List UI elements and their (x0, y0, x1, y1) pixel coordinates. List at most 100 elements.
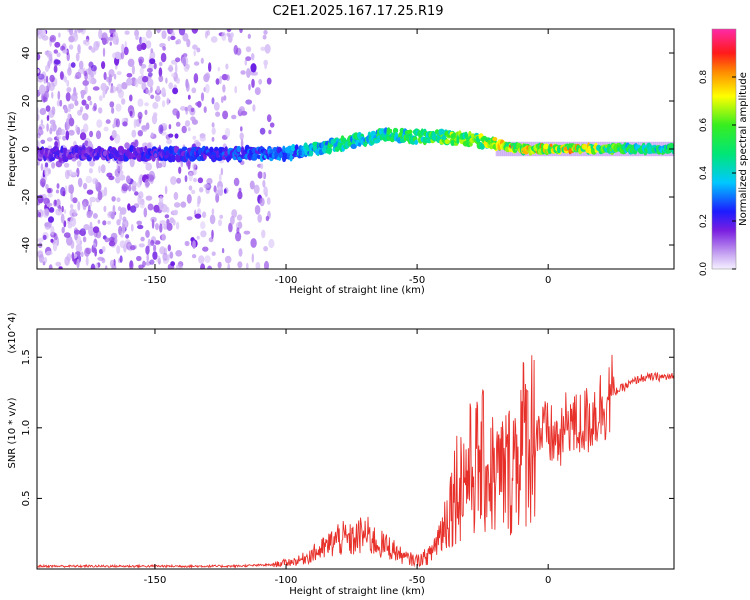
heatmap-noise-cell (184, 120, 191, 127)
heatmap-noise-cell (104, 265, 108, 269)
heatmap-noise-cell (192, 135, 197, 140)
heatmap-noise-cell (37, 53, 41, 61)
heatmap-noise-cell (178, 29, 186, 36)
heatmap-noise-cell (175, 264, 179, 269)
heatmap-noise-cell (150, 132, 154, 138)
heatmap-noise-cell (116, 71, 122, 76)
heatmap-noise-cell (233, 177, 240, 187)
heatmap-noise-cell (73, 229, 81, 235)
heatmap-noise-cell (95, 262, 99, 269)
heatmap-noise-cell (234, 85, 238, 94)
heatmap-noise-cell (68, 117, 75, 127)
heatmap-noise-cell (244, 59, 248, 66)
heatmap-noise-cell (185, 78, 189, 89)
heatmap-noise-cell (237, 191, 243, 200)
heatmap-noise-cell (255, 261, 261, 269)
heatmap-noise-cell (129, 205, 137, 213)
heatmap-noise-cell (168, 64, 174, 73)
heatmap-noise-cell (239, 132, 244, 141)
heatmap-ridge-cell (148, 148, 152, 157)
heatmap-noise-cell (39, 129, 44, 135)
heatmap-noise-cell (211, 229, 214, 239)
heatmap-noise-cell (123, 46, 129, 56)
snr-x-tick-label: -50 (409, 575, 425, 586)
heatmap-noise-cell (79, 240, 83, 246)
colorbar-tick-label: 0.8 (699, 70, 709, 85)
heatmap-noise-cell (53, 59, 61, 65)
heatmap-noise-cell (109, 101, 115, 108)
heatmap-noise-cell (92, 226, 100, 234)
heatmap-noise-cell (258, 78, 263, 85)
heatmap-noise-cell (154, 94, 161, 102)
heatmap-noise-cell (197, 177, 204, 184)
heatmap-noise-cell (221, 31, 227, 41)
heatmap-noise-cell (66, 52, 70, 62)
heatmap-noise-cell (261, 172, 265, 179)
heatmap-noise-cell (83, 182, 88, 190)
heatmap-noise-cell (249, 180, 255, 190)
heatmap-noise-cell (265, 215, 270, 222)
heatmap-noise-cell (47, 192, 53, 198)
heatmap-noise-cell (55, 261, 62, 267)
heatmap-noise-cell (77, 177, 83, 188)
snr-x-ticks: -150 -100 -50 0 (144, 329, 551, 586)
heatmap-noise-cell (211, 208, 215, 216)
heatmap-noise-cell (254, 205, 261, 215)
heatmap-noise-cell (161, 87, 166, 98)
heatmap-noise-cell (166, 138, 173, 145)
heatmap-noise-cell (228, 222, 233, 233)
heatmap-noise-cell (187, 94, 191, 100)
heatmap-noise-cell (129, 157, 135, 168)
heatmap-noise-cell (111, 129, 117, 139)
heatmap-noise-cell (145, 245, 150, 255)
heatmap-noise-cell (197, 195, 201, 205)
snr-line-layer (37, 354, 674, 569)
heatmap-noise-cell (184, 175, 188, 183)
heatmap-noise-cell (83, 70, 88, 77)
heatmap-noise-cell (42, 261, 46, 266)
heatmap-noise-cell (82, 236, 87, 243)
heatmap-noise-cell (89, 196, 97, 203)
heatmap-noise-cell (250, 63, 257, 73)
heatmap-noise-cell (246, 68, 251, 78)
heatmap-noise-cell (170, 176, 177, 185)
heatmap-noise-cell (80, 128, 86, 134)
heatmap-noise-cell (225, 74, 230, 81)
heatmap-noise-cell (116, 197, 121, 203)
heatmap-noise-cell (167, 254, 170, 261)
heatmap-noise-cell (101, 246, 106, 253)
heatmap-noise-cell (175, 121, 181, 127)
heatmap-noise-cell (145, 89, 149, 94)
heatmap-noise-cell (141, 82, 147, 91)
heatmap-ridge-cell (236, 145, 242, 153)
heatmap-noise-cell (156, 85, 161, 94)
heatmap-noise-cell (104, 237, 110, 243)
heatmap-noise-cell (72, 91, 78, 97)
heatmap-ridge-cell (350, 143, 357, 149)
heatmap-noise-cell (204, 30, 208, 39)
heatmap-noise-cell (133, 118, 137, 129)
heatmap-noise-cell (175, 57, 181, 63)
snr-y-tick-label: 1.0 (21, 420, 32, 436)
heatmap-noise-cell (168, 124, 172, 130)
heatmap-noise-cell (108, 240, 116, 247)
heatmap-noise-cell (65, 92, 71, 102)
heatmap-noise-cell (172, 108, 179, 116)
heatmap-noise-cell (108, 236, 115, 243)
heatmap-noise-cell (59, 128, 66, 136)
heatmap-noise-cell (260, 46, 266, 51)
heatmap-noise-cell (181, 56, 189, 66)
heatmap-noise-cell (200, 92, 205, 102)
heatmap-noise-cell (203, 106, 207, 113)
heatmap-ridge-cell (154, 153, 158, 158)
heatmap-noise-cell (149, 51, 156, 60)
heatmap-noise-cell (88, 168, 93, 174)
heatmap-noise-cell (45, 75, 49, 84)
snr-x-axis-label: Height of straight line (km) (289, 586, 425, 597)
heatmap-noise-cell (44, 222, 52, 230)
heatmap-noise-cell (145, 29, 153, 39)
heatmap-noise-cell (50, 225, 55, 236)
heatmap-noise-cell (42, 234, 47, 241)
heatmap-noise-cell (218, 219, 222, 227)
heatmap-noise-cell (239, 29, 243, 33)
